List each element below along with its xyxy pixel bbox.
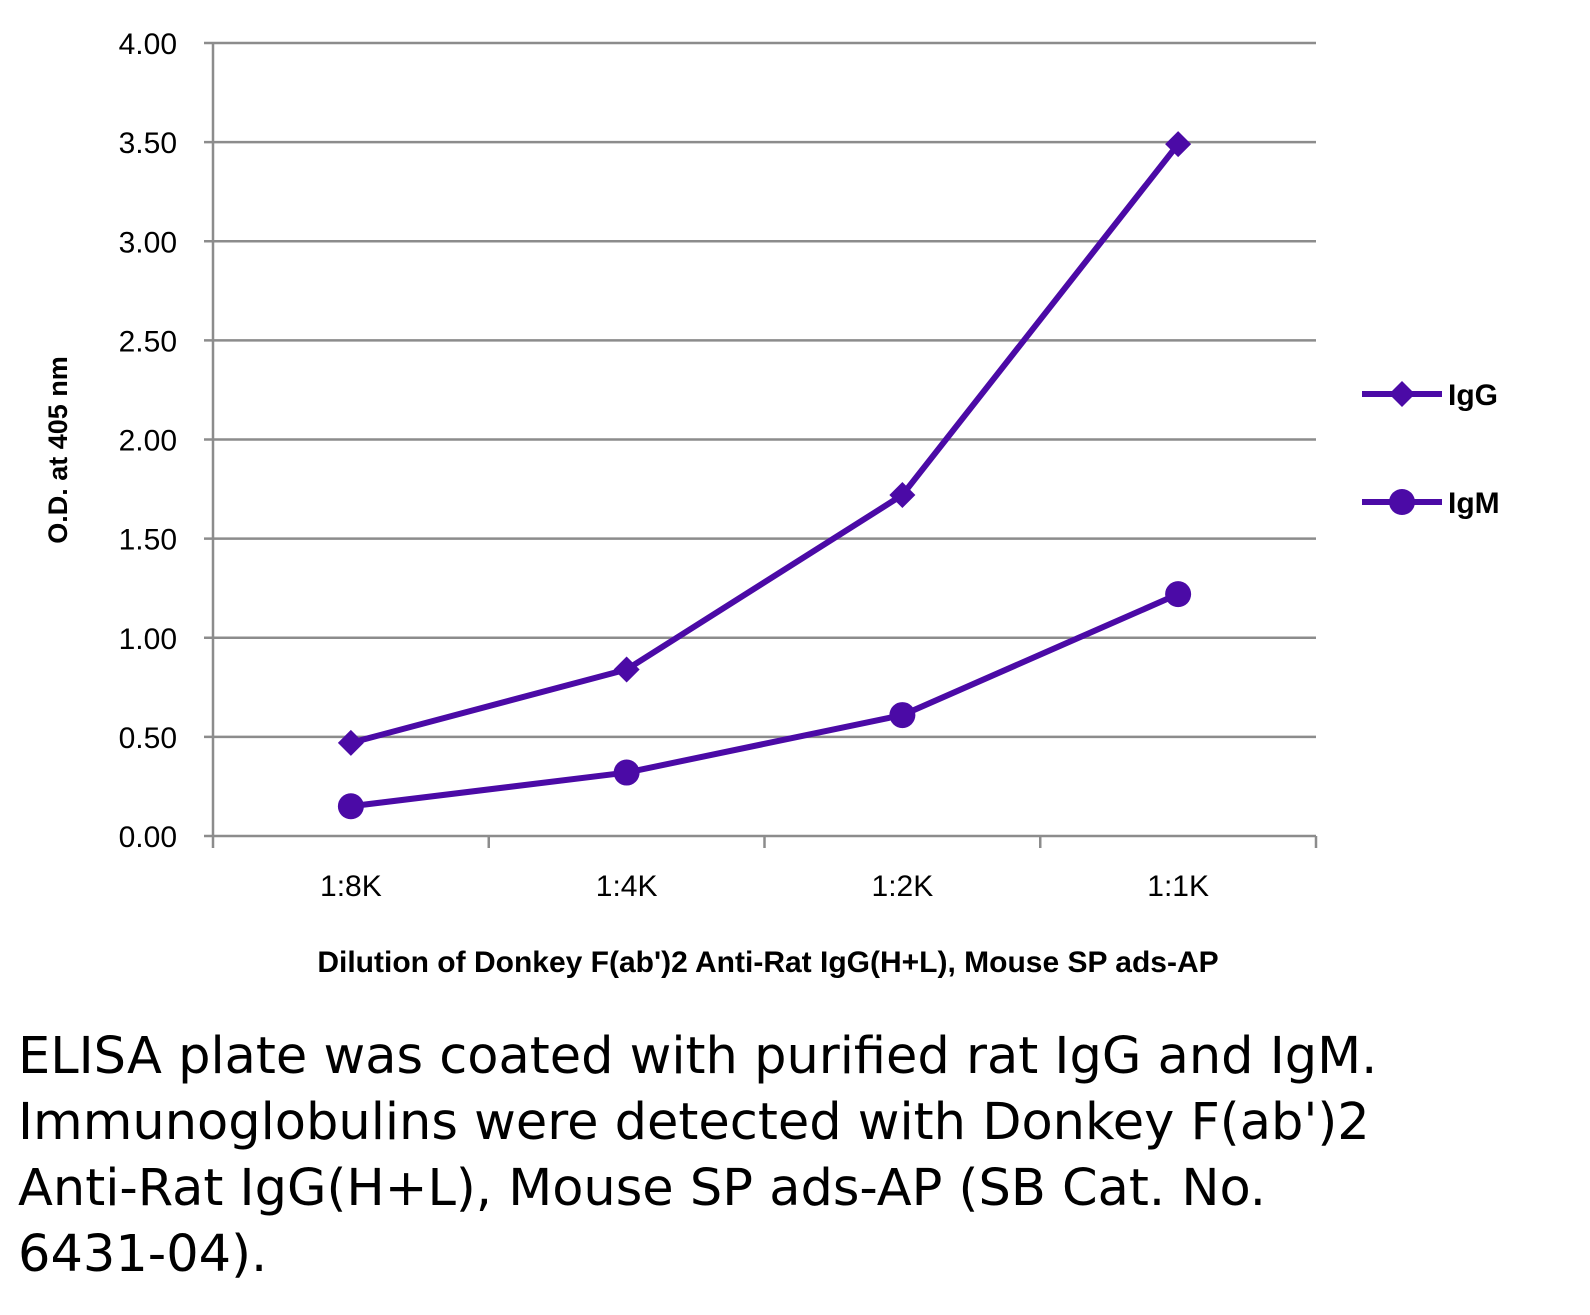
y-axis-label: O.D. at 405 nm (43, 356, 73, 544)
gridlines (213, 41, 1316, 739)
legend-igm-marker (1389, 489, 1415, 515)
y-tick-label: 3.50 (119, 127, 177, 160)
x-tick-labels: 1:8K 1:4K 1:2K 1:1K (320, 870, 1209, 903)
y-tick-label: 3.00 (119, 226, 177, 259)
y-tick-label: 2.00 (119, 425, 177, 458)
legend: IgG IgM (1362, 379, 1500, 520)
x-tick-label: 1:4K (596, 870, 658, 903)
legend-igg-marker (1389, 381, 1415, 407)
data-series (337, 131, 1192, 820)
igm-data-point (613, 759, 640, 786)
y-tick-label: 1.50 (119, 524, 177, 557)
igg-data-point (889, 482, 916, 509)
y-tick-label: 1.00 (119, 623, 177, 656)
x-tick-label: 1:2K (872, 870, 934, 903)
igg-data-point (613, 656, 640, 683)
igg-data-point (337, 729, 364, 756)
figure-caption: ELISA plate was coated with purified rat… (18, 1027, 1378, 1284)
y-tick-label: 4.00 (119, 28, 177, 61)
igg-series-line (350, 142, 1181, 746)
legend-igg-label: IgG (1448, 379, 1498, 412)
igm-series-line (350, 591, 1180, 810)
legend-igm-label: IgM (1448, 487, 1500, 520)
y-tick-label: 0.00 (119, 821, 177, 854)
igm-data-point (889, 702, 916, 729)
elisa-line-chart: 0.00 0.50 1.00 1.50 2.00 2.50 3.00 3.50 4.00 1:8… (43, 28, 1500, 979)
x-tick-label: 1:1K (1147, 870, 1209, 903)
y-tick-label: 2.50 (119, 325, 177, 358)
igm-data-point (1165, 581, 1192, 608)
x-axis-label: Dilution of Donkey F(ab')2 Anti-Rat IgG(… (317, 946, 1218, 979)
axes (204, 41, 1318, 848)
x-tick-label: 1:8K (320, 870, 382, 903)
y-tick-labels: 0.00 0.50 1.00 1.50 2.00 2.50 3.00 3.50 4.00 (119, 28, 177, 854)
igm-data-point (337, 793, 364, 820)
igg-data-point (1165, 131, 1192, 158)
y-tick-label: 0.50 (119, 722, 177, 755)
